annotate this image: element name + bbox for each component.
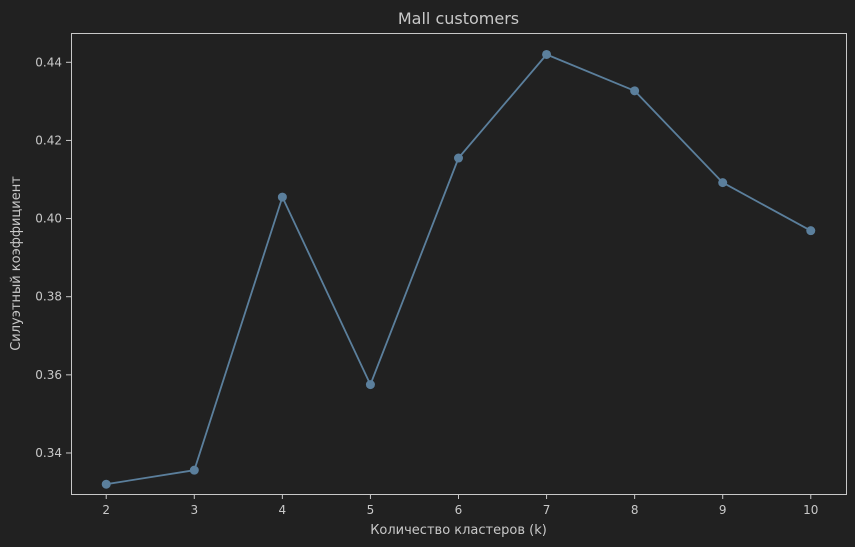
data-point <box>542 49 552 59</box>
x-tick-label: 4 <box>279 503 287 517</box>
x-tick-label: 7 <box>543 503 551 517</box>
data-point <box>277 192 287 202</box>
data-point <box>101 479 111 489</box>
x-tick-label: 10 <box>803 503 818 517</box>
plot-area-frame <box>71 33 847 495</box>
y-tick-label: 0.44 <box>35 55 62 69</box>
x-tick-label: 5 <box>367 503 375 517</box>
y-tick-label: 0.40 <box>35 212 62 226</box>
x-tick-label: 6 <box>455 503 463 517</box>
series-layer <box>101 49 816 489</box>
data-point <box>189 465 199 475</box>
y-axis-ticks: 0.34 0.36 0.38 0.40 0.42 0.44 <box>35 55 71 460</box>
y-tick-label: 0.36 <box>35 368 62 382</box>
data-point <box>454 153 463 163</box>
data-point <box>630 86 640 96</box>
data-point <box>365 380 375 390</box>
data-point <box>806 226 816 236</box>
y-tick-label: 0.34 <box>35 446 62 460</box>
x-tick-label: 3 <box>190 503 198 517</box>
x-tick-label: 8 <box>631 503 639 517</box>
x-tick-label: 9 <box>719 503 727 517</box>
y-axis-title: Силуэтный коэффициент <box>9 176 24 351</box>
chart-title: Mall customers <box>398 9 519 28</box>
series-line <box>106 53 812 486</box>
x-tick-label: 2 <box>102 503 110 517</box>
x-axis-ticks: 2 3 4 5 6 7 8 9 10 <box>102 494 818 517</box>
data-point <box>718 178 728 188</box>
x-axis-title: Количество кластеров (k) <box>370 523 547 538</box>
y-tick-label: 0.38 <box>35 290 62 304</box>
y-tick-label: 0.42 <box>35 133 62 147</box>
